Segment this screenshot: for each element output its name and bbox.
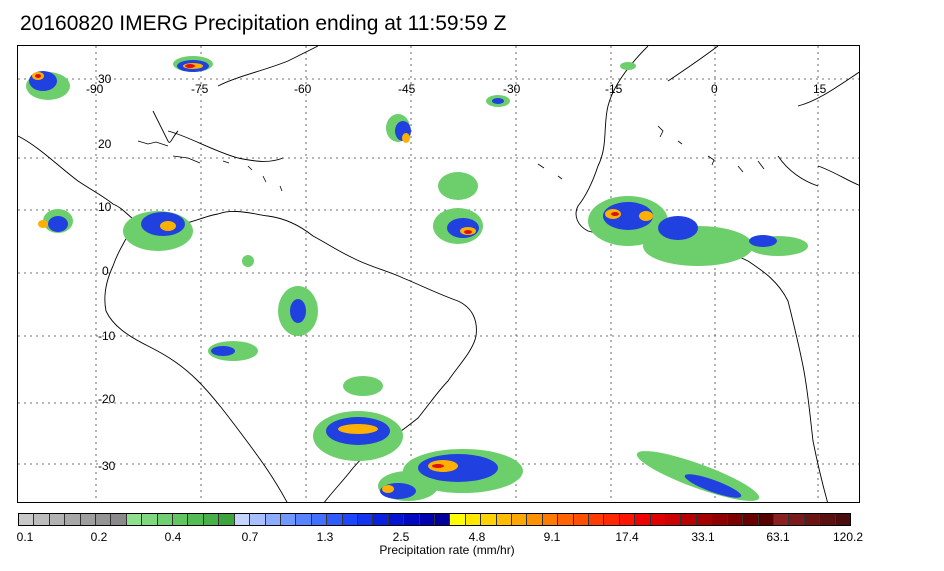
colorbar-swatch xyxy=(157,514,174,525)
colorbar-tick-label: 33.1 xyxy=(691,530,715,544)
map-panel: -90 -75 -60 -45 -30 -15 0 15 30 20 10 0 … xyxy=(17,45,860,503)
graticule xyxy=(18,46,859,502)
coastlines xyxy=(18,46,859,502)
colorbar-swatch xyxy=(558,514,574,525)
colorbar-swatch xyxy=(142,514,158,525)
colorbar-swatch xyxy=(527,514,543,525)
colorbar-swatch xyxy=(773,514,790,525)
colorbar-swatch xyxy=(589,514,605,525)
colorbar xyxy=(18,513,851,526)
colorbar-tick-label: 2.5 xyxy=(392,530,410,544)
colorbar-swatch xyxy=(357,514,374,525)
colorbar-swatch xyxy=(80,514,97,525)
colorbar-title: Precipitation rate (mm/hr) xyxy=(379,543,515,557)
colorbar-swatch xyxy=(234,514,251,525)
precipitation-map: -90 -75 -60 -45 -30 -15 0 15 30 20 10 0 … xyxy=(18,46,859,502)
lat-label: 20 xyxy=(98,137,112,151)
precip-light xyxy=(26,56,808,501)
colorbar-swatch xyxy=(804,514,821,525)
colorbar-tick-label: 1.3 xyxy=(316,530,334,544)
colorbar-swatch xyxy=(604,514,620,525)
colorbar-swatch xyxy=(96,514,112,525)
colorbar-swatch xyxy=(712,514,728,525)
colorbar-tick-label: 0.4 xyxy=(164,530,182,544)
colorbar-swatch xyxy=(126,514,143,525)
lat-label: 30 xyxy=(98,72,112,86)
colorbar-swatch xyxy=(250,514,266,525)
colorbar-swatch xyxy=(789,514,805,525)
colorbar-swatch xyxy=(296,514,312,525)
colorbar-swatch xyxy=(696,514,713,525)
precip-heavy xyxy=(32,63,653,493)
colorbar-swatch xyxy=(465,514,482,525)
colorbar-swatch xyxy=(635,514,651,525)
lon-label: -30 xyxy=(503,82,521,96)
colorbar-swatch xyxy=(173,514,189,525)
lon-label: -75 xyxy=(191,82,209,96)
island-outlines xyxy=(137,125,765,192)
colorbar-tick-label: 9.1 xyxy=(543,530,561,544)
lat-label: -20 xyxy=(98,392,116,406)
lon-labels: -90 -75 -60 -45 -30 -15 0 15 xyxy=(86,82,827,96)
lon-label: 0 xyxy=(711,82,718,96)
colorbar-swatch xyxy=(835,514,850,525)
colorbar-swatch xyxy=(542,514,559,525)
colorbar-swatch xyxy=(666,514,682,525)
lat-labels: 30 20 10 0 -10 -20 -30 xyxy=(98,72,116,473)
colorbar-swatch xyxy=(727,514,744,525)
colorbar-swatch xyxy=(388,514,405,525)
colorbar-swatch xyxy=(49,514,66,525)
colorbar-swatch xyxy=(619,514,636,525)
lat-label: 0 xyxy=(102,264,109,278)
colorbar-swatch xyxy=(280,514,297,525)
colorbar-tick-label: 63.1 xyxy=(766,530,790,544)
colorbar-swatch xyxy=(65,514,81,525)
colorbar-swatch xyxy=(650,514,667,525)
map-title: 20160820 IMERG Precipitation ending at 1… xyxy=(20,12,507,35)
colorbar-swatch xyxy=(434,514,451,525)
lon-label: -60 xyxy=(294,82,312,96)
lon-label: 15 xyxy=(813,82,827,96)
colorbar-swatch xyxy=(265,514,281,525)
colorbar-tick-labels: 0.1 0.2 0.4 0.7 1.3 2.5 4.8 9.1 17.4 33.… xyxy=(0,530,944,546)
colorbar-swatch xyxy=(681,514,697,525)
lon-label: -45 xyxy=(398,82,416,96)
colorbar-swatch xyxy=(419,514,435,525)
colorbar-swatch xyxy=(450,514,466,525)
colorbar-tick-label: 0.1 xyxy=(16,530,34,544)
colorbar-swatch xyxy=(219,514,235,525)
colorbar-swatch xyxy=(496,514,512,525)
colorbar-swatch xyxy=(34,514,50,525)
colorbar-swatch xyxy=(373,514,389,525)
colorbar-swatch xyxy=(342,514,358,525)
colorbar-swatch xyxy=(311,514,328,525)
colorbar-swatch xyxy=(512,514,528,525)
precip-moderate xyxy=(29,60,777,499)
lon-label: -90 xyxy=(86,82,104,96)
colorbar-tick-label: 0.7 xyxy=(241,530,259,544)
colorbar-swatch xyxy=(188,514,204,525)
lat-label: 10 xyxy=(98,200,112,214)
colorbar-swatch xyxy=(573,514,590,525)
precip-intense xyxy=(35,64,619,468)
colorbar-swatch xyxy=(327,514,343,525)
lon-label: -15 xyxy=(605,82,623,96)
colorbar-swatch xyxy=(19,514,35,525)
colorbar-tick-label: 4.8 xyxy=(468,530,486,544)
colorbar-swatch xyxy=(481,514,497,525)
colorbar-tick-label: 0.2 xyxy=(90,530,108,544)
colorbar-swatch xyxy=(404,514,420,525)
colorbar-swatch xyxy=(203,514,220,525)
colorbar-swatch xyxy=(743,514,759,525)
colorbar-swatch xyxy=(820,514,836,525)
lat-label: -30 xyxy=(98,459,116,473)
lat-label: -10 xyxy=(98,329,116,343)
colorbar-tick-label: 120.2 xyxy=(832,530,864,544)
colorbar-swatch xyxy=(111,514,127,525)
colorbar-swatch xyxy=(758,514,774,525)
colorbar-tick-label: 17.4 xyxy=(615,530,639,544)
